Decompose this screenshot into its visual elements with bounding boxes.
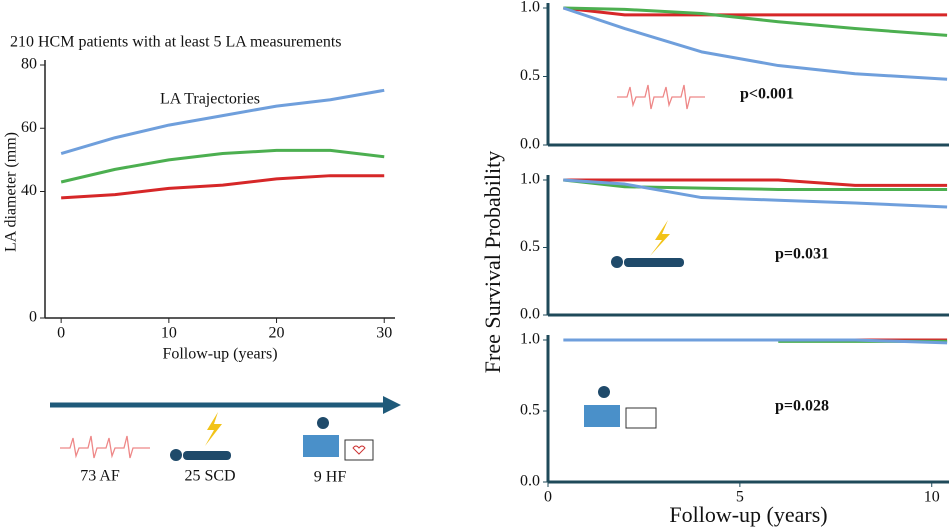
y-tick-label: 0.0: [520, 136, 540, 153]
x-tick-label: 30: [376, 325, 392, 342]
series-line: [563, 178, 948, 187]
x-tick-label: 0: [57, 325, 65, 342]
scd-icon: [611, 220, 684, 268]
figure-title: 210 HCM patients with at least 5 LA meas…: [10, 34, 342, 51]
y-tick-label: 0.0: [520, 473, 540, 490]
event-label: 25 SCD: [184, 468, 235, 485]
y-tick-label: 0.5: [520, 238, 540, 255]
ecg-icon: [617, 84, 705, 110]
y-tick-label: 1.0: [520, 0, 540, 16]
y-axis-label: Free Survival Probability: [480, 151, 505, 373]
series-line: [563, 338, 948, 345]
series-line: [60, 88, 385, 155]
series-line: [61, 174, 385, 200]
x-axis-label: Follow-up (years): [669, 502, 827, 527]
ecg-icon: [60, 435, 150, 459]
y-tick-label: 0.0: [520, 306, 540, 323]
x-tick-label: 10: [924, 489, 940, 506]
plot-title: LA Trajectories: [160, 91, 260, 108]
x-tick-label: 5: [736, 489, 744, 506]
y-tick-label: 0.5: [520, 402, 540, 419]
series-line: [60, 148, 385, 184]
y-tick-label: 1.0: [520, 171, 540, 188]
x-axis-label: Follow-up (years): [162, 346, 277, 363]
series-line: [563, 6, 948, 37]
arrow-head: [383, 396, 401, 414]
x-tick-label: 20: [269, 325, 285, 342]
y-tick-label: 1.0: [520, 331, 540, 348]
hf-icon: [303, 417, 374, 461]
series-line: [563, 178, 948, 191]
p-value: p<0.001: [740, 86, 794, 103]
y-tick-label: 60: [21, 119, 37, 136]
event-label: 9 HF: [314, 469, 347, 486]
event-label: 73 AF: [80, 468, 120, 485]
y-tick-label: 0.5: [520, 67, 540, 84]
series-line: [562, 6, 948, 81]
p-value: p=0.031: [775, 246, 829, 263]
series-line: [563, 178, 948, 209]
x-tick-label: 10: [161, 325, 177, 342]
y-tick-label: 40: [21, 182, 37, 199]
scd-icon: [170, 412, 231, 461]
p-value: p=0.028: [775, 398, 829, 415]
series-line: [563, 6, 948, 17]
x-tick-label: 0: [544, 489, 552, 506]
y-tick-label: 80: [21, 56, 37, 73]
y-axis-label: LA diameter (mm): [3, 132, 20, 252]
hf-icon: [584, 386, 657, 429]
y-tick-label: 0: [29, 309, 37, 326]
